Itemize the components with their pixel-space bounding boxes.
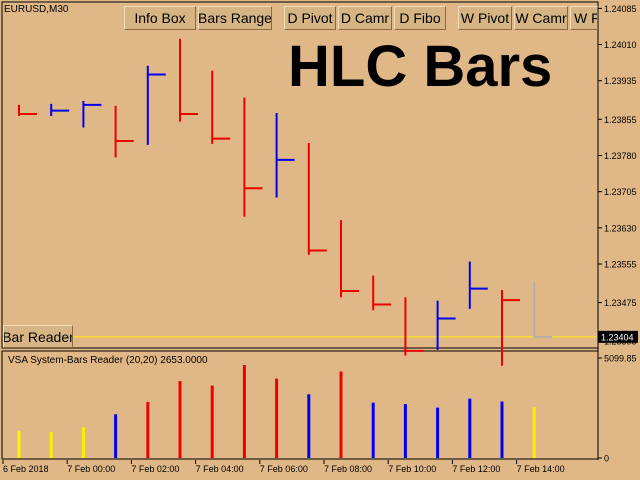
indicator-label: VSA System-Bars Reader (20,20) 2653.0000 <box>8 355 208 366</box>
bars-range-button[interactable]: Bars Range <box>198 6 272 30</box>
hlc-bar <box>275 113 295 198</box>
time-tick-label: 7 Feb 12:00 <box>452 464 500 474</box>
price-tick-label: 1.23555 <box>604 260 637 270</box>
w-camr-button[interactable]: W Camr <box>514 6 568 30</box>
hlc-bar <box>114 105 134 158</box>
time-tick-label: 7 Feb 10:00 <box>388 464 436 474</box>
time-tick-label: 7 Feb 00:00 <box>67 464 115 474</box>
hlc-bar <box>501 290 520 366</box>
current-price-tag: 1.23404 <box>598 330 638 343</box>
hlc-bars-title: HLC Bars <box>288 34 553 99</box>
hlc-bar <box>243 97 263 217</box>
hlc-bar <box>146 65 166 145</box>
price-tag-label: 1.23404 <box>601 332 634 342</box>
price-tick-label: 1.23855 <box>604 115 637 125</box>
price-axis: 1.24085 1.24010 1.23935 1.23855 1.23780 1.237… <box>598 4 637 347</box>
time-tick-label: 7 Feb 14:00 <box>517 464 565 474</box>
time-tick-label: 7 Feb 02:00 <box>131 464 179 474</box>
time-axis: 6 Feb 2018 7 Feb 00:00 7 Feb 02:00 7 Feb 04… <box>2 460 565 474</box>
hlc-bar <box>404 297 424 356</box>
hlc-bar <box>18 104 37 116</box>
price-tick-label: 1.23630 <box>604 223 637 233</box>
w-fibo-button[interactable]: W F <box>570 6 598 30</box>
time-tick-label: 7 Feb 08:00 <box>324 464 372 474</box>
price-tick-label: 1.23935 <box>604 76 637 86</box>
volume-tick-label: 5099.85 <box>604 354 637 364</box>
hlc-bar <box>340 220 359 298</box>
w-pivot-button[interactable]: W Pivot <box>458 6 512 30</box>
d-fibo-button[interactable]: D Fibo <box>394 6 446 30</box>
time-tick-label: 6 Feb 2018 <box>3 464 49 474</box>
hlc-bar <box>179 38 198 122</box>
hlc-bar <box>372 275 392 311</box>
time-tick-label: 7 Feb 06:00 <box>260 464 308 474</box>
indicator-frame <box>1 350 599 460</box>
price-tag-bg <box>598 330 638 343</box>
price-tick-label: 1.24085 <box>604 4 637 14</box>
bar-reader-button[interactable]: Bar Reader <box>3 325 73 348</box>
price-tick-label: 1.23475 <box>604 298 637 308</box>
volume-tick-label: 0 <box>604 454 609 464</box>
hlc-bar <box>436 300 456 350</box>
volume-bars[interactable] <box>17 365 536 458</box>
time-tick-label: 7 Feb 04:00 <box>196 464 244 474</box>
hlc-bars[interactable] <box>18 38 553 366</box>
price-tick-label: 1.23780 <box>604 151 637 161</box>
hlc-bar <box>211 70 231 144</box>
d-pivot-button[interactable]: D Pivot <box>284 6 336 30</box>
hlc-bar <box>50 103 70 116</box>
price-tick-label: 1.24010 <box>604 40 637 50</box>
volume-axis: 5099.85 0 <box>598 354 637 464</box>
hlc-bar <box>82 100 102 128</box>
hlc-bar <box>468 261 488 309</box>
price-tick-label: 1.23705 <box>604 187 637 197</box>
info-box-button[interactable]: Info Box <box>124 6 196 30</box>
hlc-bar <box>307 142 327 255</box>
d-camr-button[interactable]: D Camr <box>338 6 392 30</box>
hlc-bar <box>533 281 553 338</box>
symbol-timeframe-label: EURUSD,M30 <box>4 4 69 15</box>
